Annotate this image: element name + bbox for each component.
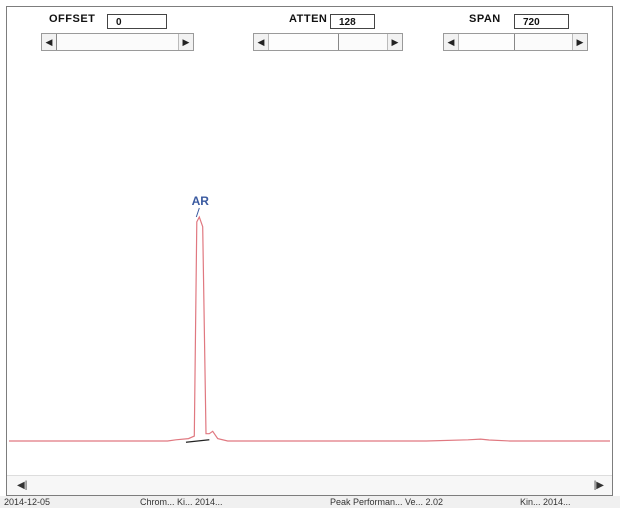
peak-label-tick: [195, 207, 200, 218]
span-value-field[interactable]: 720: [514, 14, 569, 29]
taskbar-item-chrom[interactable]: Chrom... Ki... 2014...: [140, 497, 223, 507]
taskbar-item-kin[interactable]: Kin... 2014...: [520, 497, 571, 507]
chromatogram-plot: AR: [9, 194, 610, 443]
peak-baseline: [185, 439, 210, 443]
taskbar-item-peak-performance[interactable]: Peak Performan... Ve... 2.02: [330, 497, 444, 507]
atten-scrollbar[interactable]: ◀ ▶: [253, 33, 403, 51]
taskbar: 2014-12-05 Chrom... Ki... 2014... Peak P…: [0, 496, 620, 508]
offset-scroll-thumb[interactable]: [56, 34, 181, 50]
offset-scroll-right-icon[interactable]: ▶: [178, 34, 193, 50]
atten-scroll-right-icon[interactable]: ▶: [387, 34, 402, 50]
offset-value-field[interactable]: 0: [107, 14, 167, 29]
scroll-end-marker-icon[interactable]: |▶: [593, 480, 604, 491]
span-scroll-left-icon[interactable]: ◀: [444, 34, 459, 50]
signal-trace: [9, 215, 610, 442]
offset-scrollbar[interactable]: ◀ ▶: [41, 33, 194, 51]
span-scrollbar[interactable]: ◀ ▶: [443, 33, 588, 51]
atten-scroll-thumb[interactable]: [338, 34, 388, 50]
taskbar-date: 2014-12-05: [4, 497, 51, 507]
chromatogram-window: OFFSET 0 ◀ ▶ ATTEN 128 ◀ ▶ SPAN 720 ◀ ▶ …: [6, 6, 613, 496]
span-scroll-right-icon[interactable]: ▶: [572, 34, 587, 50]
atten-label: ATTEN: [289, 13, 328, 25]
span-label: SPAN: [469, 13, 501, 25]
atten-value-field[interactable]: 128: [330, 14, 375, 29]
offset-scroll-left-icon[interactable]: ◀: [42, 34, 57, 50]
peak-label-ar: AR: [192, 194, 210, 208]
atten-scroll-left-icon[interactable]: ◀: [254, 34, 269, 50]
plot-horizontal-scrollbar[interactable]: ◀| |▶: [7, 475, 612, 495]
scroll-start-marker-icon[interactable]: ◀|: [17, 480, 28, 491]
offset-label: OFFSET: [49, 13, 96, 25]
span-scroll-thumb[interactable]: [514, 34, 574, 50]
